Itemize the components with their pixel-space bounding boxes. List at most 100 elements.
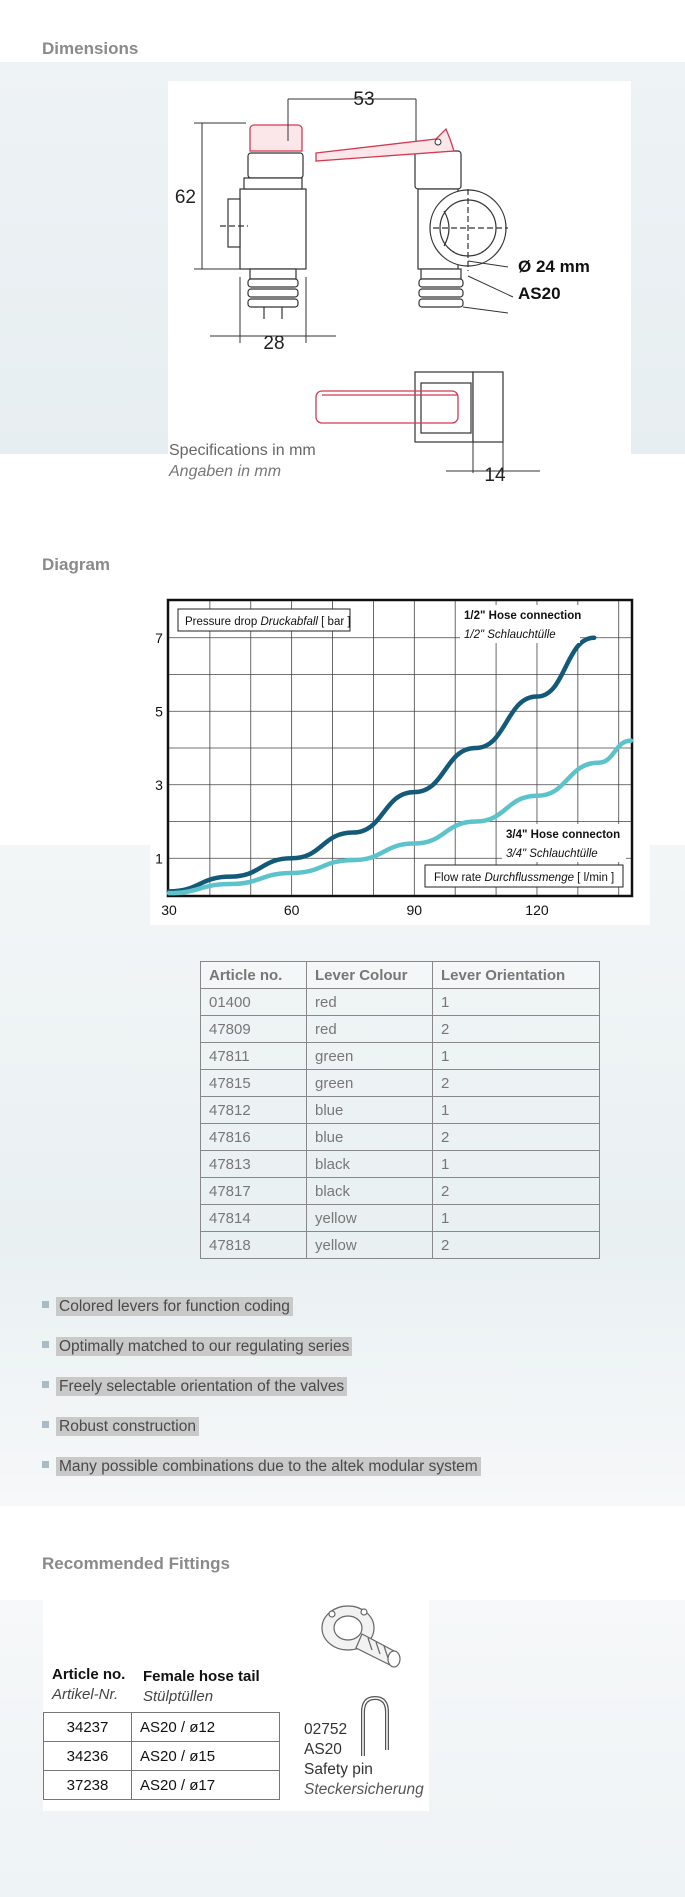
fittings-heading: Recommended Fittings	[42, 1554, 230, 1573]
ylabel-de: Druckabfall	[260, 616, 318, 628]
table-cell: 47811	[200, 1042, 307, 1070]
table-row: 34236 AS20 / ø15	[43, 1741, 280, 1771]
x-tick-label: 30	[161, 902, 177, 918]
table-cell: 47818	[200, 1231, 307, 1259]
fittings-table: 34237 AS20 / ø12 34236 AS20 / ø15 37238 AS20 …	[43, 1712, 280, 1800]
bullet-square-icon	[42, 1421, 49, 1429]
xlabel-de: Durchflussmenge	[485, 872, 574, 884]
bullet-square-icon	[42, 1301, 49, 1309]
dimensions-heading: Dimensions	[42, 39, 139, 58]
table-cell: AS20 / ø17	[131, 1770, 280, 1800]
table-cell: yellow	[306, 1204, 433, 1232]
list-item: Many possible combinations due to the al…	[42, 1457, 481, 1476]
table-row: 47818 yellow 2	[200, 1231, 600, 1259]
table-cell: 34236	[43, 1741, 132, 1771]
pin-type: AS20	[304, 1741, 342, 1758]
table-cell: 1	[432, 1150, 600, 1178]
spec-line-en: Specifications in mm	[169, 442, 316, 459]
x-tick-label: 120	[525, 902, 549, 918]
svg-text:Flow rate Durchflussmenge [ l/: Flow rate Durchflussmenge [ l/min ]	[434, 872, 614, 884]
ylabel-en: Pressure drop	[185, 616, 260, 628]
bullet-square-icon	[42, 1341, 49, 1349]
column-header: Lever Colour	[306, 961, 433, 989]
table-cell: 1	[432, 1096, 600, 1124]
xlabel-box: Flow rate Durchflussmenge [ l/min ]	[424, 864, 624, 888]
svg-text:Pressure drop Druckabfall [ ba: Pressure drop Druckabfall [ bar ]	[185, 616, 351, 628]
table-cell: 2	[432, 1123, 600, 1151]
table-cell: 37238	[43, 1770, 132, 1800]
column-header: Article no.	[200, 961, 307, 989]
list-item: Freely selectable orientation of the val…	[42, 1377, 348, 1396]
list-item: Optimally matched to our regulating seri…	[42, 1337, 353, 1356]
table-cell: blue	[306, 1123, 433, 1151]
col2-en: Female hose tail	[143, 1668, 260, 1685]
diagram-panel: 30 60 90 120 1 3 5 7 Pressure drop Druckabfall …	[150, 595, 650, 925]
table-cell: 2	[432, 1177, 600, 1205]
series2-label: 3/4" Hose connecton 3/4" Schlauchtülle	[502, 824, 626, 862]
diagram-heading: Diagram	[42, 555, 111, 574]
y-tick-label: 5	[155, 703, 163, 719]
article-table: Article no. Lever Colour Lever Orientati…	[200, 961, 600, 1259]
pin-de: Steckersicherung	[304, 1781, 424, 1798]
hose-tail-image	[321, 1605, 401, 1668]
table-row: 47813 black 1	[200, 1150, 600, 1178]
xlabel-unit: [ l/min ]	[574, 872, 614, 884]
table-cell: 47812	[200, 1096, 307, 1124]
dimensions-drawing-panel: 53 62 28 14 Ø 24 mm AS20	[168, 81, 631, 518]
table-cell: black	[306, 1177, 433, 1205]
ylabel-unit: [ bar ]	[318, 616, 351, 628]
x-tick-label: 90	[407, 902, 423, 918]
col1-de: Artikel-Nr.	[52, 1686, 119, 1703]
pin-en: Safety pin	[304, 1761, 373, 1778]
table-cell: 47815	[200, 1069, 307, 1097]
ylabel-box: Pressure drop Druckabfall [ bar ]	[177, 608, 351, 632]
series2-name: 3/4" Hose connecton	[506, 829, 620, 841]
table-cell: 1	[432, 988, 600, 1016]
specifications-note: Specifications in mm Angaben in mm	[169, 440, 316, 482]
table-cell: 34237	[43, 1712, 132, 1742]
table-cell: red	[306, 1015, 433, 1043]
dim-28-label: 28	[263, 333, 284, 354]
table-cell: 2	[432, 1231, 600, 1259]
table-cell: black	[306, 1150, 433, 1178]
table-cell: AS20 / ø12	[131, 1712, 280, 1742]
series1-name-de: 1/2" Schlauchtülle	[464, 629, 556, 641]
table-cell: AS20 / ø15	[131, 1741, 280, 1771]
xlabel-en: Flow rate	[434, 872, 485, 884]
dim-14-label: 14	[484, 465, 506, 486]
table-row: 47811 green 1	[200, 1042, 600, 1070]
table-row: 47816 blue 2	[200, 1123, 600, 1151]
table-cell: 2	[432, 1069, 600, 1097]
series1-name: 1/2" Hose connection	[464, 610, 581, 622]
series1-label: 1/2" Hose connection 1/2" Schlauchtülle	[460, 605, 581, 643]
pin-number: 02752	[304, 1721, 348, 1738]
col2-de: Stülptüllen	[143, 1688, 214, 1705]
table-cell: 01400	[200, 988, 307, 1016]
table-cell: 2	[432, 1015, 600, 1043]
column-header: Lever Orientation	[432, 961, 600, 989]
table-header-row: Article no. Lever Colour Lever Orientati…	[200, 961, 600, 989]
fittings-col1-heading: Article no. Artikel-Nr.	[52, 1665, 125, 1705]
col1-en: Article no.	[52, 1666, 126, 1683]
y-tick-label: 1	[155, 850, 163, 866]
dim-53-label: 53	[353, 89, 374, 110]
table-cell: blue	[306, 1096, 433, 1124]
table-cell: 1	[432, 1204, 600, 1232]
table-cell: 1	[432, 1042, 600, 1070]
series-line-1	[166, 635, 597, 894]
table-cell: green	[306, 1069, 433, 1097]
technical-drawing: 53 62 28 14 Ø 24 mm AS20	[175, 89, 590, 486]
table-row: 01400 red 1	[200, 988, 600, 1016]
list-item: Colored levers for function coding	[42, 1297, 293, 1316]
table-row: 37238 AS20 / ø17	[43, 1770, 280, 1800]
table-cell: green	[306, 1042, 433, 1070]
y-tick-label: 3	[155, 777, 163, 793]
pressure-drop-chart: 30 60 90 120 1 3 5 7 Pressure drop Druckabfall …	[155, 598, 634, 918]
table-row: 47809 red 2	[200, 1015, 600, 1043]
table-cell: 47813	[200, 1150, 307, 1178]
dim-62-label: 62	[175, 187, 196, 208]
table-row: 47812 blue 1	[200, 1096, 600, 1124]
table-cell: 47814	[200, 1204, 307, 1232]
fittings-col2-heading: Female hose tail Stülptüllen	[143, 1667, 260, 1707]
table-row: 34237 AS20 / ø12	[43, 1712, 280, 1742]
